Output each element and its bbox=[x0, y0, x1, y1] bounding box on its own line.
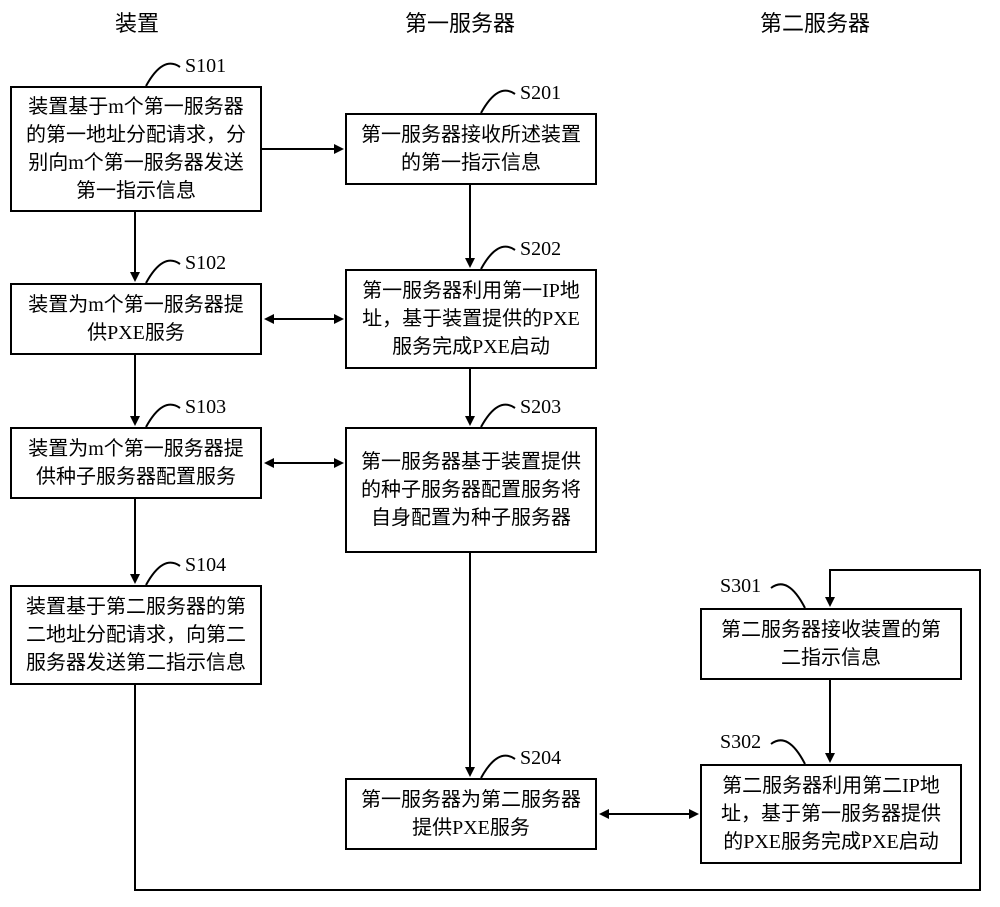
box-s103-text: 装置为m个第一服务器提供种子服务器配置服务 bbox=[22, 435, 250, 491]
box-s103: 装置为m个第一服务器提供种子服务器配置服务 bbox=[10, 427, 262, 499]
label-s102: S102 bbox=[185, 252, 226, 275]
box-s201-text: 第一服务器接收所述装置的第一指示信息 bbox=[357, 121, 585, 177]
box-s202: 第一服务器利用第一IP地址，基于装置提供的PXE服务完成PXE启动 bbox=[345, 269, 597, 369]
box-s302-text: 第二服务器利用第二IP地址，基于第一服务器提供的PXE服务完成PXE启动 bbox=[712, 772, 950, 856]
label-s302: S302 bbox=[720, 731, 761, 754]
box-s301-text: 第二服务器接收装置的第二指示信息 bbox=[712, 616, 950, 672]
header-col3: 第二服务器 bbox=[760, 6, 870, 38]
header-col2: 第一服务器 bbox=[405, 6, 515, 38]
label-s301: S301 bbox=[720, 575, 761, 598]
label-s104: S104 bbox=[185, 554, 226, 577]
box-s204: 第一服务器为第二服务器提供PXE服务 bbox=[345, 778, 597, 850]
box-s104-text: 装置基于第二服务器的第二地址分配请求，向第二服务器发送第二指示信息 bbox=[22, 593, 250, 677]
box-s202-text: 第一服务器利用第一IP地址，基于装置提供的PXE服务完成PXE启动 bbox=[357, 277, 585, 361]
label-s201: S201 bbox=[520, 82, 561, 105]
box-s102: 装置为m个第一服务器提供PXE服务 bbox=[10, 283, 262, 355]
label-s204: S204 bbox=[520, 747, 561, 770]
box-s104: 装置基于第二服务器的第二地址分配请求，向第二服务器发送第二指示信息 bbox=[10, 585, 262, 685]
box-s204-text: 第一服务器为第二服务器提供PXE服务 bbox=[357, 786, 585, 842]
box-s102-text: 装置为m个第一服务器提供PXE服务 bbox=[22, 291, 250, 347]
box-s101: 装置基于m个第一服务器的第一地址分配请求，分别向m个第一服务器发送第一指示信息 bbox=[10, 86, 262, 212]
label-s203: S203 bbox=[520, 396, 561, 419]
label-s103: S103 bbox=[185, 396, 226, 419]
box-s201: 第一服务器接收所述装置的第一指示信息 bbox=[345, 113, 597, 185]
label-s202: S202 bbox=[520, 238, 561, 261]
header-col1: 装置 bbox=[115, 6, 159, 38]
box-s203: 第一服务器基于装置提供的种子服务器配置服务将自身配置为种子服务器 bbox=[345, 427, 597, 553]
box-s302: 第二服务器利用第二IP地址，基于第一服务器提供的PXE服务完成PXE启动 bbox=[700, 764, 962, 864]
box-s301: 第二服务器接收装置的第二指示信息 bbox=[700, 608, 962, 680]
label-s101: S101 bbox=[185, 55, 226, 78]
box-s203-text: 第一服务器基于装置提供的种子服务器配置服务将自身配置为种子服务器 bbox=[357, 448, 585, 532]
box-s101-text: 装置基于m个第一服务器的第一地址分配请求，分别向m个第一服务器发送第一指示信息 bbox=[22, 93, 250, 205]
